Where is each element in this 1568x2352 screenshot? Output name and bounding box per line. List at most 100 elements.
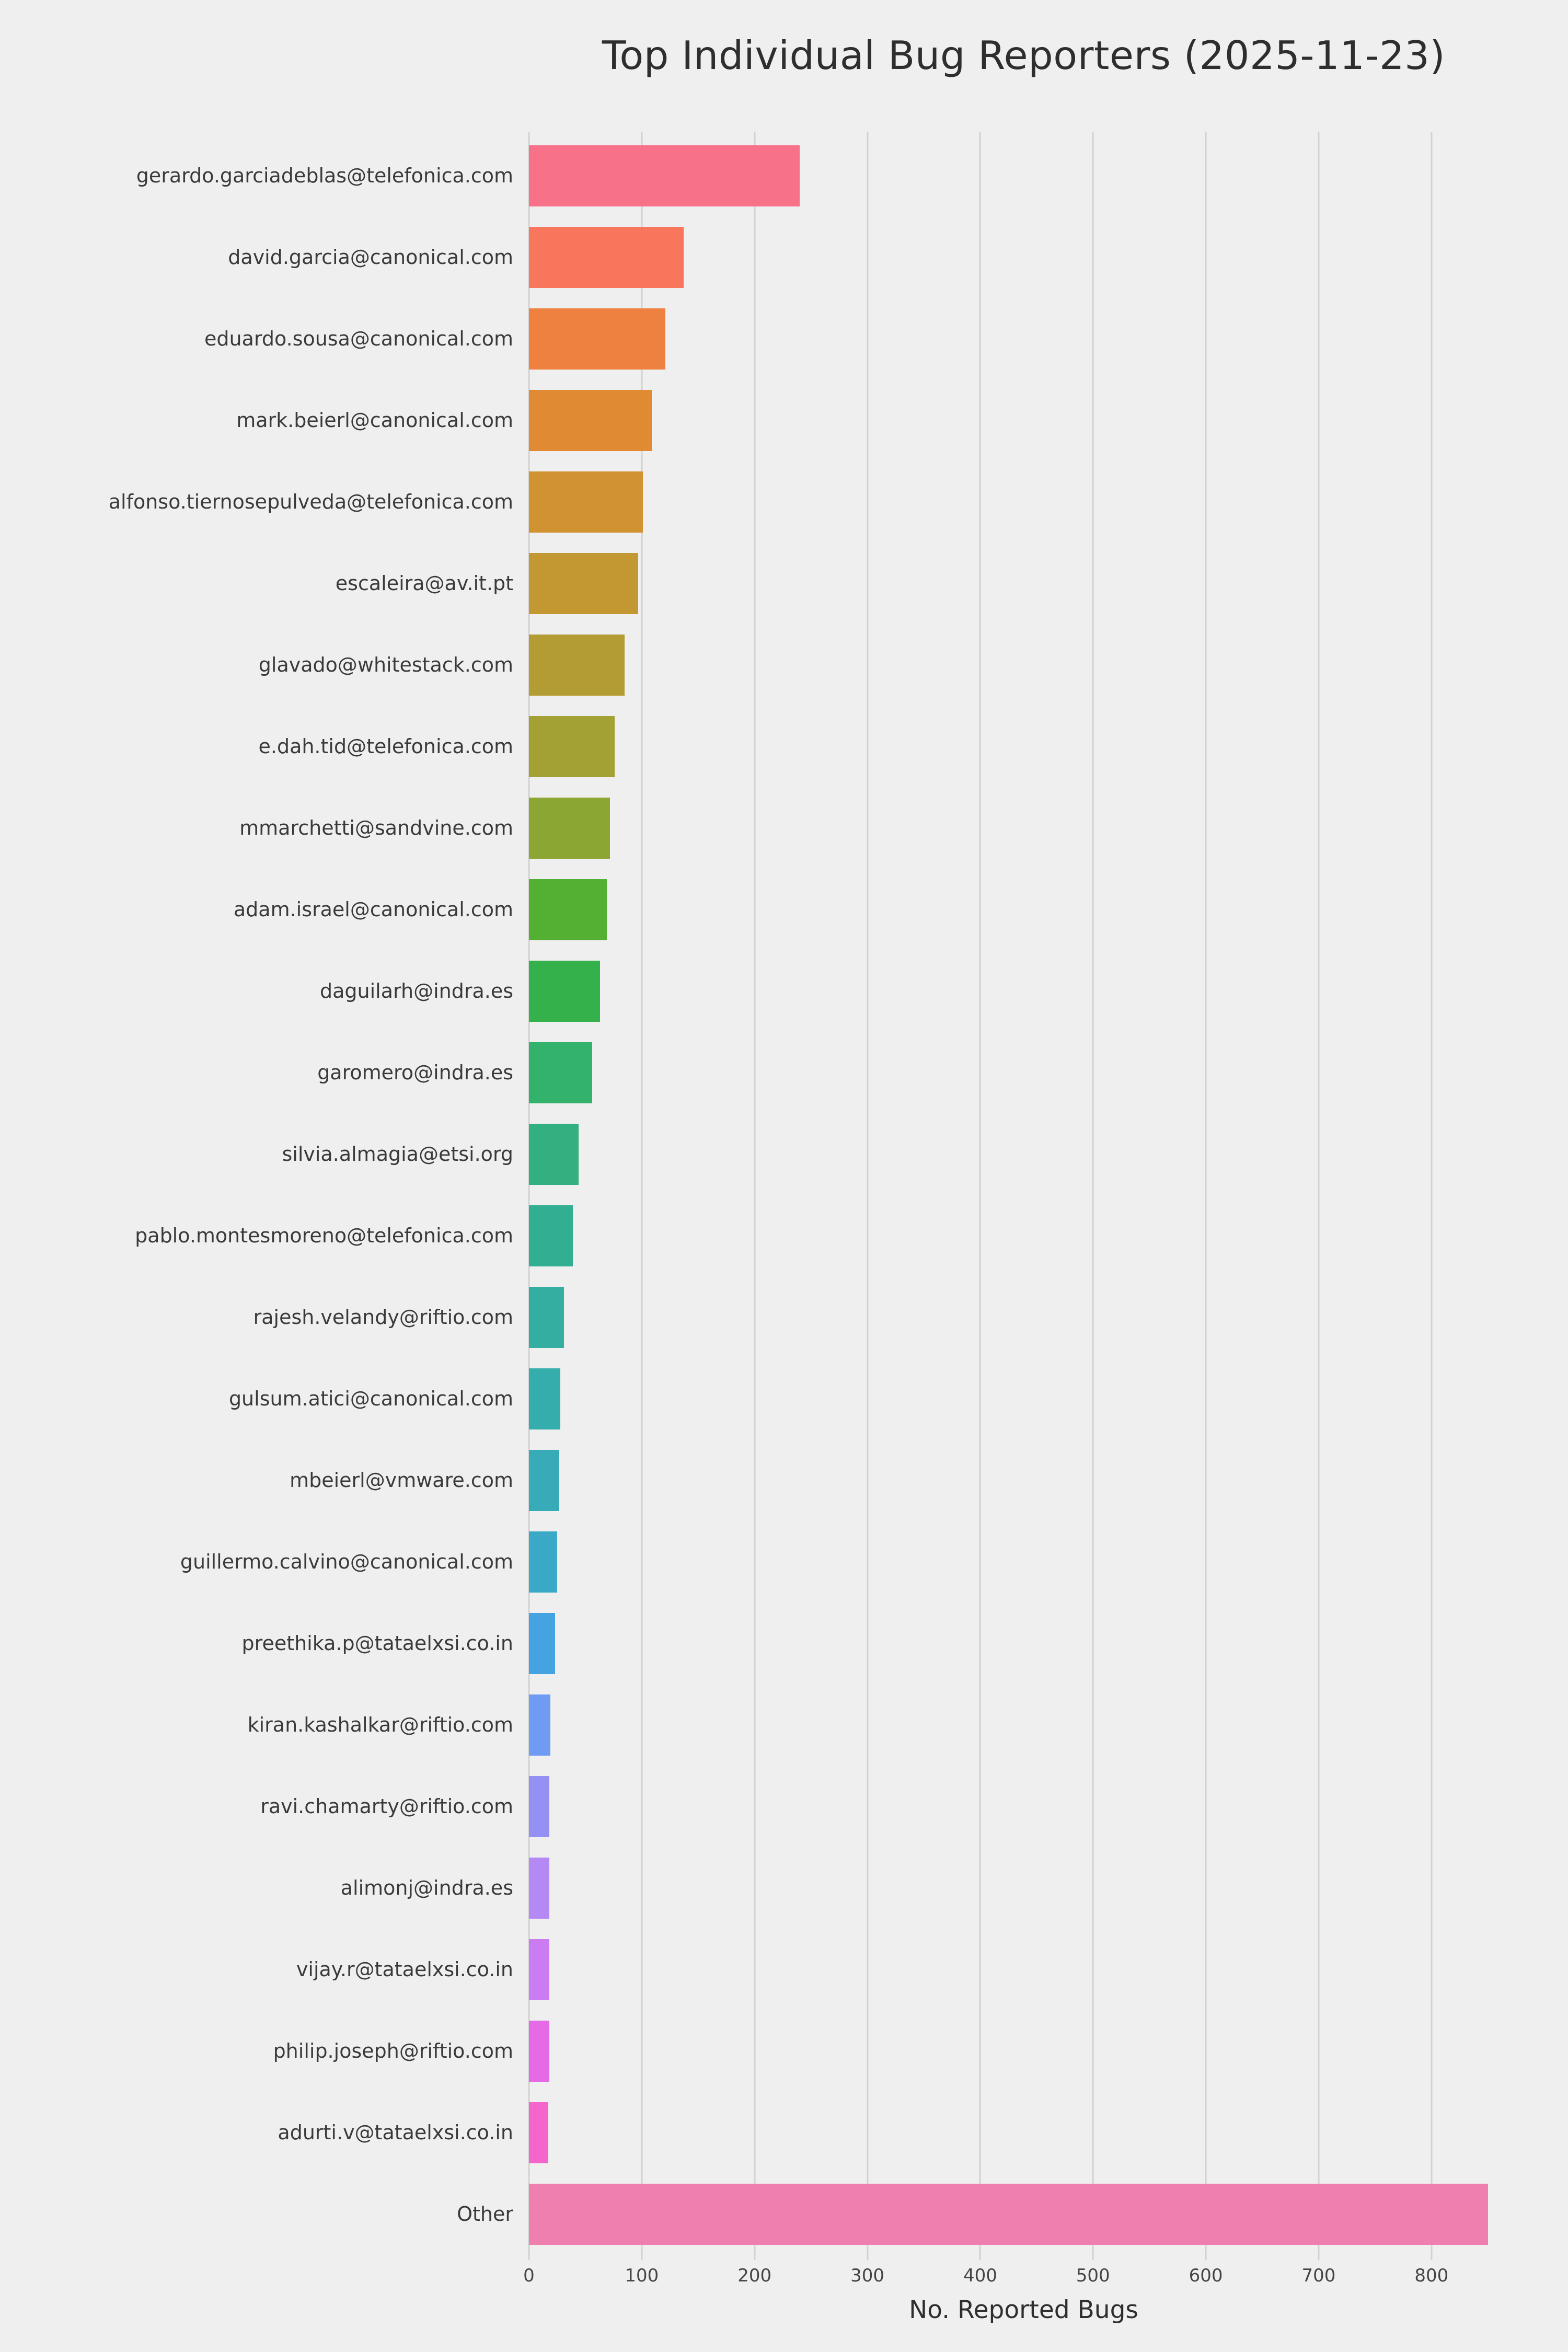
gridline-x-600 bbox=[1205, 132, 1207, 2260]
category-label: pablo.montesmoreno@telefonica.com bbox=[135, 1224, 513, 1247]
category-label: daguilarh@indra.es bbox=[320, 979, 513, 1002]
x-tick-label: 0 bbox=[523, 2265, 535, 2286]
bar-row: rajesh.velandy@riftio.com bbox=[0, 1276, 1568, 1358]
bar-track bbox=[529, 960, 1518, 1022]
category-label: adurti.v@tataelxsi.co.in bbox=[278, 2121, 513, 2144]
category-label: guillermo.calvino@canonical.com bbox=[180, 1550, 513, 1573]
bar bbox=[529, 1857, 549, 1919]
bar-row: vijay.r@tataelxsi.co.in bbox=[0, 1929, 1568, 2010]
bar-row: ravi.chamarty@riftio.com bbox=[0, 1766, 1568, 1847]
bar bbox=[529, 1123, 579, 1185]
category-label: gulsum.atici@canonical.com bbox=[228, 1387, 513, 1410]
bar-track bbox=[529, 1775, 1518, 1837]
category-label: alfonso.tiernosepulveda@telefonica.com bbox=[108, 490, 513, 513]
bar bbox=[529, 1368, 561, 1429]
bar-row: Other bbox=[0, 2173, 1568, 2255]
category-label: Other bbox=[457, 2203, 513, 2226]
bar-row: mmarchetti@sandvine.com bbox=[0, 787, 1568, 869]
bar-track bbox=[529, 389, 1518, 451]
bar-row: daguilarh@indra.es bbox=[0, 950, 1568, 1032]
bar-row: mbeierl@vmware.com bbox=[0, 1439, 1568, 1521]
category-label: adam.israel@canonical.com bbox=[233, 898, 513, 921]
x-tick-label: 600 bbox=[1189, 2265, 1223, 2286]
bar-track bbox=[529, 634, 1518, 696]
category-label: glavado@whitestack.com bbox=[258, 653, 513, 676]
category-label: garomero@indra.es bbox=[317, 1061, 513, 1084]
gridline-x-500 bbox=[1092, 132, 1094, 2260]
bar-track bbox=[529, 1123, 1518, 1185]
bar bbox=[529, 1612, 555, 1674]
bar-row: kiran.kashalkar@riftio.com bbox=[0, 1684, 1568, 1766]
x-tick-label: 700 bbox=[1301, 2265, 1336, 2286]
bar-track bbox=[529, 2020, 1518, 2082]
bar-track bbox=[529, 1857, 1518, 1919]
bar-row: alfonso.tiernosepulveda@telefonica.com bbox=[0, 461, 1568, 543]
bar bbox=[529, 1042, 592, 1103]
bar-track bbox=[529, 1531, 1518, 1593]
bar bbox=[529, 471, 643, 533]
bar-row: e.dah.tid@telefonica.com bbox=[0, 706, 1568, 787]
bar bbox=[529, 1939, 549, 2000]
bar bbox=[529, 716, 615, 777]
bar bbox=[529, 308, 666, 370]
bar-row: guillermo.calvino@canonical.com bbox=[0, 1521, 1568, 1602]
bar bbox=[529, 552, 639, 614]
bar-row: gulsum.atici@canonical.com bbox=[0, 1358, 1568, 1439]
category-label: david.garcia@canonical.com bbox=[228, 246, 513, 269]
bar-row: adurti.v@tataelxsi.co.in bbox=[0, 2092, 1568, 2173]
bar bbox=[529, 145, 800, 206]
bar-track bbox=[529, 1939, 1518, 2000]
x-tick-label: 400 bbox=[963, 2265, 997, 2286]
bar-row: preethika.p@tataelxsi.co.in bbox=[0, 1602, 1568, 1684]
bar bbox=[529, 1531, 557, 1593]
category-label: e.dah.tid@telefonica.com bbox=[258, 735, 513, 758]
bar-row: eduardo.sousa@canonical.com bbox=[0, 298, 1568, 379]
x-tick-label: 800 bbox=[1414, 2265, 1449, 2286]
category-label: kiran.kashalkar@riftio.com bbox=[247, 1713, 513, 1736]
bar-row: silvia.almagia@etsi.org bbox=[0, 1113, 1568, 1195]
category-label: preethika.p@tataelxsi.co.in bbox=[241, 1632, 513, 1655]
bar bbox=[529, 634, 625, 696]
bar bbox=[529, 879, 607, 940]
gridline-x-0 bbox=[528, 132, 530, 2260]
bar-row: philip.joseph@riftio.com bbox=[0, 2010, 1568, 2092]
bar-track bbox=[529, 2183, 1518, 2245]
chart-title: Top Individual Bug Reporters (2025-11-23… bbox=[602, 32, 1446, 78]
bar bbox=[529, 960, 600, 1022]
x-tick-label: 500 bbox=[1076, 2265, 1110, 2286]
bar-track bbox=[529, 879, 1518, 940]
category-label: philip.joseph@riftio.com bbox=[273, 2039, 513, 2062]
bar-track bbox=[529, 716, 1518, 777]
bar-row: mark.beierl@canonical.com bbox=[0, 379, 1568, 461]
gridline-x-100 bbox=[641, 132, 643, 2260]
gridline-x-400 bbox=[979, 132, 981, 2260]
bar-rows: gerardo.garciadeblas@telefonica.com david… bbox=[0, 135, 1568, 2255]
bar-track bbox=[529, 1042, 1518, 1103]
bar-track bbox=[529, 1205, 1518, 1266]
category-label: escaleira@av.it.pt bbox=[335, 572, 513, 595]
category-label: gerardo.garciadeblas@telefonica.com bbox=[136, 164, 513, 187]
x-axis-ticks: 0 100 200 300 400 500 600 700 800 bbox=[523, 2265, 1518, 2288]
bar bbox=[529, 1775, 549, 1837]
gridline-x-700 bbox=[1318, 132, 1320, 2260]
bar-row: gerardo.garciadeblas@telefonica.com bbox=[0, 135, 1568, 216]
x-axis-label: No. Reported Bugs bbox=[909, 2296, 1138, 2324]
bar-row: david.garcia@canonical.com bbox=[0, 216, 1568, 298]
category-label: vijay.r@tataelxsi.co.in bbox=[296, 1958, 513, 1981]
x-tick-label: 300 bbox=[850, 2265, 884, 2286]
bar bbox=[529, 2020, 549, 2082]
plot-gridlines bbox=[528, 132, 1518, 2260]
bar-track bbox=[529, 145, 1518, 206]
gridline-x-200 bbox=[754, 132, 756, 2260]
bar-track bbox=[529, 1612, 1518, 1674]
bar-row: glavado@whitestack.com bbox=[0, 624, 1568, 706]
x-tick-label: 200 bbox=[737, 2265, 772, 2286]
bar-row: garomero@indra.es bbox=[0, 1032, 1568, 1113]
bar bbox=[529, 1286, 564, 1348]
bar-track bbox=[529, 1368, 1518, 1429]
bar bbox=[529, 2183, 1488, 2245]
bar-track bbox=[529, 2102, 1518, 2163]
bar-row: adam.israel@canonical.com bbox=[0, 869, 1568, 950]
bar-track bbox=[529, 552, 1518, 614]
